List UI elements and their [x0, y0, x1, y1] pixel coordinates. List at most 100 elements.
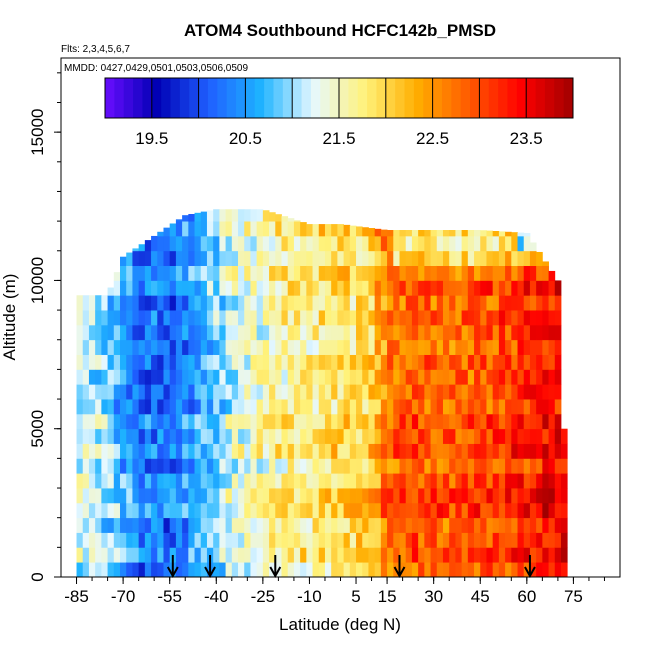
heatmap-cell — [411, 399, 419, 415]
heatmap-cell — [238, 384, 245, 400]
flight-arrow — [166, 555, 179, 579]
heatmap-cell — [225, 532, 233, 548]
heatmap-cell — [393, 280, 400, 296]
heatmap-cell — [548, 488, 556, 504]
heatmap-cell — [225, 488, 233, 504]
heatmap-cell — [318, 458, 326, 474]
heatmap-cell — [138, 244, 146, 252]
heatmap-cell — [169, 473, 177, 489]
heatmap-cell — [256, 295, 264, 311]
heatmap-cell — [269, 532, 276, 548]
heatmap-cell — [144, 562, 152, 577]
heatmap-cell — [349, 295, 357, 311]
heatmap-cell — [449, 532, 456, 548]
heatmap-cell — [498, 250, 506, 266]
heatmap-cell — [256, 488, 264, 504]
heatmap-cell — [331, 488, 338, 504]
heatmap-cell — [163, 339, 171, 355]
heatmap-cell — [82, 310, 90, 326]
heatmap-cell — [113, 369, 121, 385]
heatmap-cell — [213, 517, 220, 533]
heatmap-cell — [163, 354, 171, 370]
heatmap-cell — [318, 413, 326, 430]
heatmap-cell — [182, 517, 189, 533]
heatmap-cell — [300, 443, 307, 459]
heatmap-cell — [88, 384, 96, 400]
heatmap-cell — [76, 399, 84, 415]
heatmap-cell — [505, 280, 512, 296]
heatmap-cell — [405, 473, 413, 489]
heatmap-cell — [467, 295, 475, 311]
heatmap-cell — [144, 324, 152, 341]
heatmap-cell — [275, 310, 282, 326]
heatmap-cell — [138, 562, 146, 577]
heatmap-cell — [144, 369, 152, 385]
heatmap-cell — [418, 265, 425, 281]
heatmap-cell — [132, 265, 140, 281]
heatmap-cell — [132, 562, 140, 577]
colorbar-swatch — [451, 78, 462, 118]
heatmap-cell — [393, 310, 400, 326]
heatmap-cell — [287, 399, 295, 415]
heatmap-cell — [548, 310, 556, 326]
heatmap-cell — [107, 324, 115, 341]
heatmap-cell — [262, 458, 270, 474]
heatmap-cell — [151, 369, 158, 385]
heatmap-cell — [380, 324, 388, 341]
heatmap-cell — [287, 384, 295, 400]
heatmap-cell — [529, 488, 537, 504]
heatmap-cell — [418, 295, 425, 311]
heatmap-cell — [498, 280, 506, 296]
heatmap-cell — [324, 488, 332, 504]
heatmap-cell — [399, 369, 407, 385]
heatmap-cell — [163, 532, 171, 548]
heatmap-cell — [287, 324, 295, 341]
heatmap-cell — [337, 354, 344, 370]
heatmap-cell — [219, 428, 226, 444]
heatmap-cell — [101, 295, 108, 311]
heatmap-cell — [262, 354, 270, 370]
heatmap-cell — [231, 235, 239, 252]
heatmap-cell — [343, 473, 351, 489]
heatmap-cell — [262, 443, 270, 459]
heatmap-cell — [312, 224, 320, 237]
heatmap-cell — [343, 265, 351, 281]
heatmap-cell — [523, 443, 531, 459]
heatmap-cell — [474, 280, 481, 296]
heatmap-cell — [356, 339, 363, 355]
heatmap-cell — [144, 240, 152, 252]
heatmap-cell — [312, 295, 320, 311]
heatmap-cell — [157, 547, 164, 563]
colorbar-swatch — [114, 78, 125, 118]
colorbar-swatch — [245, 78, 256, 118]
heatmap-cell — [151, 562, 158, 577]
heatmap-cell — [343, 324, 351, 341]
heatmap-cell — [554, 502, 562, 519]
colorbar-swatch — [385, 78, 396, 118]
x-tick-label: 75 — [564, 587, 583, 606]
colorbar-frame — [104, 77, 574, 119]
heatmap-cell — [126, 384, 133, 400]
heatmap-cell — [107, 413, 115, 430]
heatmap-cell — [387, 235, 394, 252]
heatmap-cell — [337, 250, 344, 266]
heatmap-cell — [151, 428, 158, 444]
heatmap-cell — [474, 339, 481, 355]
heatmap-cell — [449, 443, 456, 459]
heatmap-cell — [213, 488, 220, 504]
heatmap-cell — [449, 547, 456, 563]
heatmap-cell — [281, 502, 289, 519]
heatmap-cell — [175, 547, 183, 563]
y-tick-label: 5000 — [28, 410, 47, 448]
heatmap-cell — [349, 354, 357, 370]
heatmap-cell — [548, 354, 556, 370]
heatmap-cell — [337, 295, 344, 311]
heatmap-cell — [368, 443, 376, 459]
heatmap-cell — [486, 413, 494, 430]
heatmap-cell — [387, 310, 394, 326]
heatmap-cell — [529, 458, 537, 474]
heatmap-cell — [368, 488, 376, 504]
heatmap-cell — [262, 324, 270, 341]
heatmap-cell — [430, 562, 438, 577]
heatmap-cell — [474, 562, 481, 577]
